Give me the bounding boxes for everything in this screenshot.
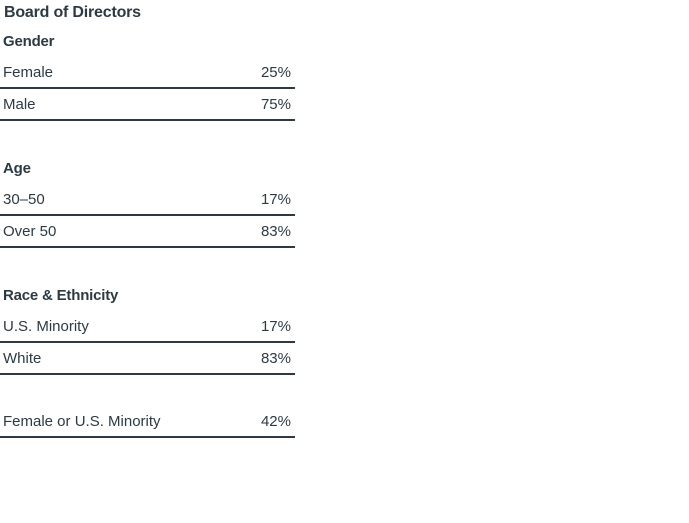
row-label: Male [3, 95, 36, 113]
section-gender: Gender Female 25% Male 75% [0, 34, 295, 121]
row-value: 17% [260, 317, 291, 335]
table-row-male: Male 75% [0, 89, 295, 121]
row-label: White [3, 349, 42, 367]
board-of-directors-table: Board of Directors Gender Female 25% Mal… [0, 0, 295, 438]
row-value: 17% [260, 190, 291, 208]
summary-row-female-or-us-minority: Female or U.S. Minority 42% [0, 406, 295, 438]
page-title: Board of Directors [4, 4, 141, 21]
row-value: 75% [260, 95, 291, 113]
row-value: 83% [260, 349, 291, 367]
section-age: Age 30–50 17% Over 50 83% [0, 161, 295, 248]
row-value: 42% [260, 412, 291, 430]
row-label: Over 50 [3, 222, 57, 240]
table-row-us-minority: U.S. Minority 17% [0, 311, 295, 343]
table-row-30-50: 30–50 17% [0, 184, 295, 216]
section-header-race-ethnicity: Race & Ethnicity [3, 287, 119, 304]
row-label: U.S. Minority [3, 317, 89, 335]
age-rows: 30–50 17% Over 50 83% [0, 184, 295, 248]
table-row-white: White 83% [0, 343, 295, 375]
row-value: 83% [260, 222, 291, 240]
row-label: Female [3, 63, 54, 81]
section-header-age: Age [3, 160, 31, 177]
row-label: Female or U.S. Minority [3, 412, 161, 430]
table-row-over-50: Over 50 83% [0, 216, 295, 248]
gender-rows: Female 25% Male 75% [0, 57, 295, 121]
race-ethnicity-rows: U.S. Minority 17% White 83% [0, 311, 295, 375]
section-race-ethnicity: Race & Ethnicity U.S. Minority 17% White… [0, 288, 295, 375]
section-header-gender: Gender [3, 33, 55, 50]
row-value: 25% [260, 63, 291, 81]
row-label: 30–50 [3, 190, 45, 208]
table-row-female: Female 25% [0, 57, 295, 89]
